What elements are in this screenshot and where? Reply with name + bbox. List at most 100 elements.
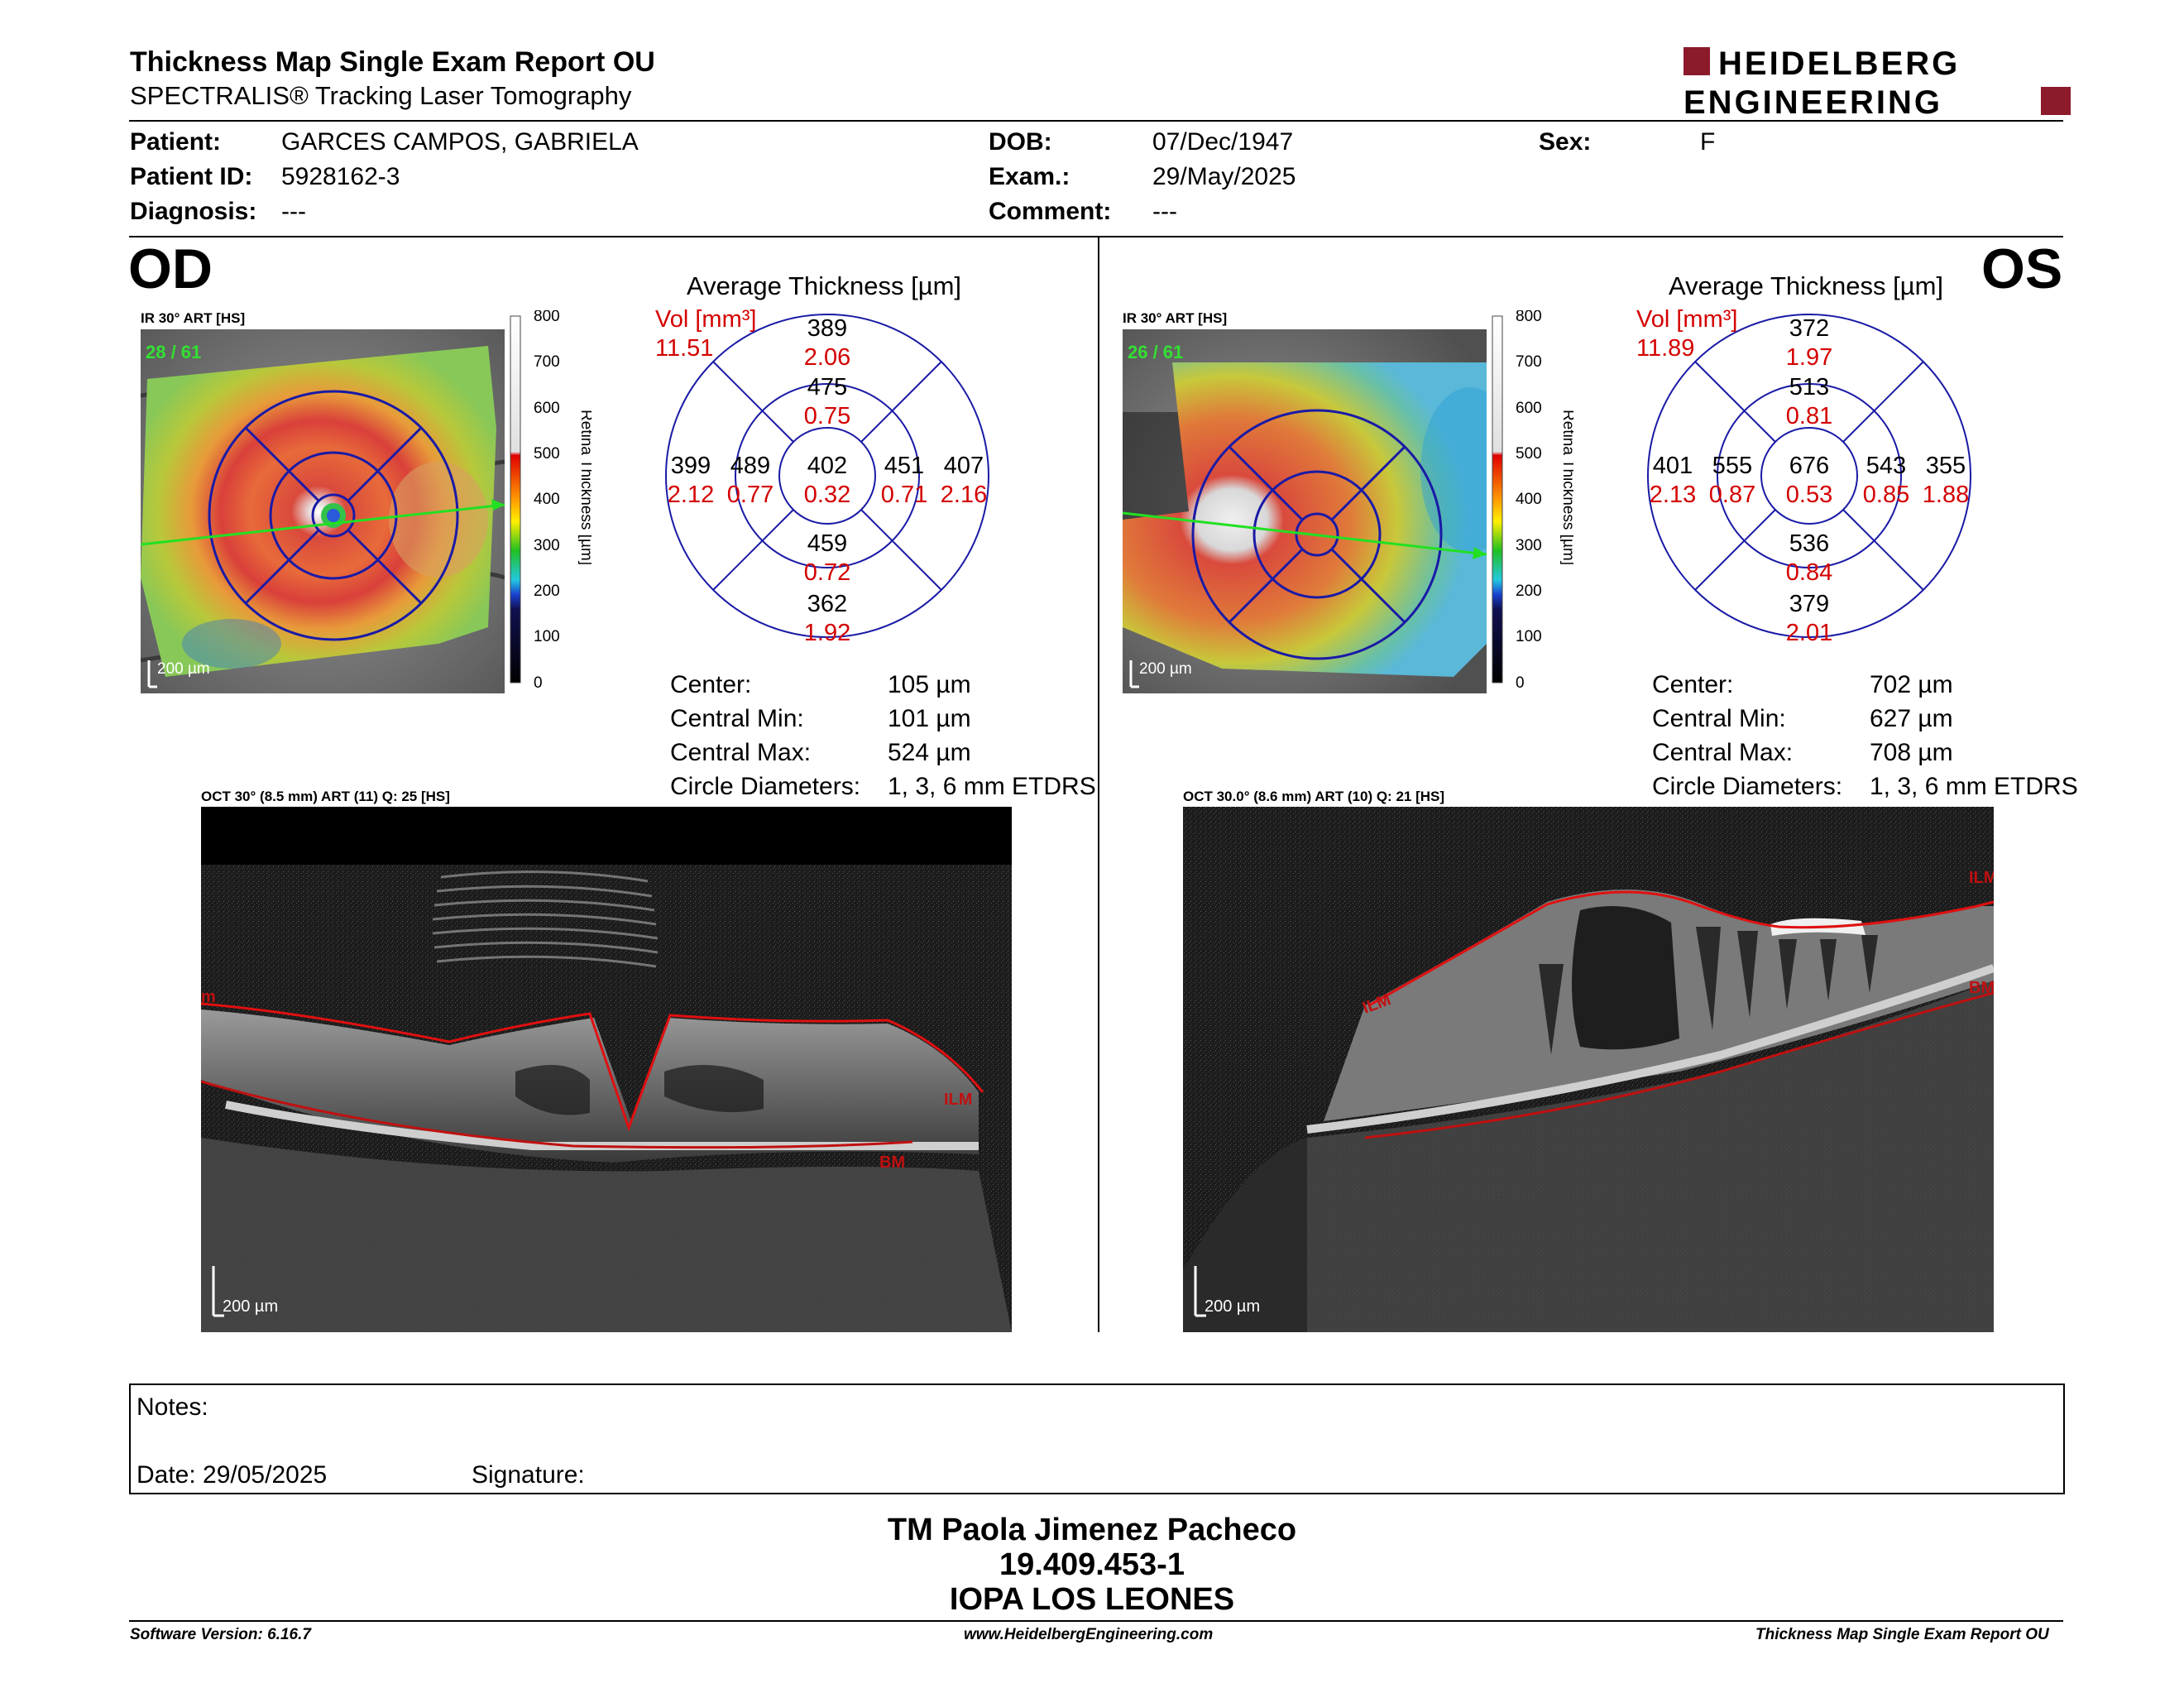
os-grid-volume: 1.97 <box>1786 344 1832 371</box>
svg-text:HEIDELBERG: HEIDELBERG <box>1718 46 1960 82</box>
od-grid-volume: 2.12 <box>668 482 714 508</box>
svg-text:0: 0 <box>534 674 543 692</box>
od-etdrs-grid: 389 2.06 475 0.75 399 2.12 489 0.77 402 … <box>665 314 989 645</box>
od-stat-label: Central Max: <box>670 739 812 766</box>
dob-label: DOB: <box>989 128 1052 156</box>
od-stat-value: 524 µm <box>888 739 971 766</box>
website-link[interactable]: www.HeidelbergEngineering.com <box>964 1626 1214 1643</box>
os-oct-bscan: ILM BM ILM 200 µm <box>1183 807 1994 1332</box>
os-grid-value: 555 <box>1712 453 1752 479</box>
os-etdrs-grid: 372 1.97 513 0.81 401 2.13 555 0.87 676 … <box>1647 314 1971 645</box>
os-grid-value: 372 <box>1789 315 1829 342</box>
os-grid-value: 401 <box>1653 453 1693 479</box>
comment-label: Comment: <box>989 198 1112 225</box>
os-grid-value: 513 <box>1789 374 1829 400</box>
od-grid-value: 451 <box>884 453 924 479</box>
od-stat-value: 105 µm <box>888 671 971 698</box>
os-thickness-map: 26 / 61 200 µm <box>1123 329 1487 693</box>
od-grid-value: 389 <box>807 315 847 342</box>
os-stat-value: 627 µm <box>1870 705 1953 732</box>
os-colorbar: 800 700 600 500 400 300 200 100 0 Retina… <box>1492 310 1573 692</box>
od-vol-label: Vol [mm³] <box>655 306 757 333</box>
od-bm-label: BM <box>879 1153 905 1172</box>
os-stat-label: Central Max: <box>1652 739 1794 766</box>
svg-text:500: 500 <box>534 445 560 463</box>
od-stat-label: Center: <box>670 671 752 698</box>
report-title: Thickness Map Single Exam Report OU <box>130 46 655 78</box>
report-name-footer: Thickness Map Single Exam Report OU <box>1755 1626 2049 1643</box>
od-ilm-label: ILM <box>944 1091 972 1109</box>
od-vol-value: 11.51 <box>655 335 714 362</box>
os-grid-volume: 2.01 <box>1786 620 1832 645</box>
sex-value: F <box>1700 128 1716 156</box>
svg-text:300: 300 <box>534 537 560 554</box>
notes-label: Notes: <box>136 1393 208 1421</box>
od-grid-volume: 0.77 <box>727 482 774 508</box>
sex-label: Sex: <box>1539 128 1592 156</box>
od-thickness-map: 28 / 61 200 µm <box>141 329 505 693</box>
notes-box[interactable]: Notes: Date: 29/05/2025 Signature: <box>129 1383 2065 1494</box>
patient-label: Patient: <box>130 128 222 156</box>
center-divider <box>1098 237 1099 1332</box>
svg-text:400: 400 <box>534 491 560 508</box>
os-oct-scale: 200 µm <box>1205 1297 1260 1316</box>
exam-value: 29/May/2025 <box>1152 163 1296 190</box>
od-ir-scale: 200 µm <box>157 660 210 678</box>
os-stat-label: Center: <box>1652 671 1734 698</box>
signer-institution: IOPA LOS LEONES <box>949 1582 1235 1617</box>
signer-id: 19.409.453-1 <box>999 1547 1185 1582</box>
od-grid-volume: 2.06 <box>804 344 850 371</box>
os-grid-volume: 0.87 <box>1709 482 1755 508</box>
divider <box>129 236 2063 237</box>
report-subtitle: SPECTRALIS® Tracking Laser Tomography <box>130 81 632 110</box>
heidelberg-logo: HEIDELBERG ENGINEERING <box>1684 46 2071 120</box>
signer-name: TM Paola Jimenez Pacheco <box>887 1513 1297 1547</box>
od-grid-value: 475 <box>807 374 847 400</box>
od-grid-value: 407 <box>944 453 984 479</box>
os-grid-volume: 0.81 <box>1786 403 1832 429</box>
od-stat-label: Circle Diameters: <box>670 773 861 800</box>
os-stat-label: Circle Diameters: <box>1652 773 1843 800</box>
os-ir-caption: IR 30° ART [HS] <box>1123 310 1228 326</box>
od-grid-value: 402 <box>807 453 847 479</box>
os-grid-value: 676 <box>1789 453 1829 479</box>
od-colorbar: 800 700 600 500 400 300 200 100 0 Retina… <box>510 310 592 692</box>
od-oct-scale: 200 µm <box>223 1297 278 1316</box>
od-grid-volume: 0.32 <box>804 482 850 508</box>
os-oct-caption: OCT 30.0° (8.6 mm) ART (10) Q: 21 [HS] <box>1183 789 1445 804</box>
od-stat-value: 101 µm <box>888 705 971 732</box>
od-eye-label: OD <box>128 237 213 300</box>
os-vol-label: Vol [mm³] <box>1636 306 1738 333</box>
svg-text:200: 200 <box>1516 583 1542 600</box>
od-oct-bscan: m ILM BM 200 µm <box>201 807 1012 1332</box>
od-grid-volume: 0.72 <box>804 559 850 586</box>
od-ir-count: 28 / 61 <box>146 342 201 362</box>
svg-text:100: 100 <box>1516 628 1542 645</box>
od-grid-volume: 1.92 <box>804 620 850 645</box>
od-ilm-left-label: m <box>201 988 216 1006</box>
svg-text:Retina Thickness [µm]: Retina Thickness [µm] <box>577 410 592 565</box>
divider <box>129 1620 2063 1622</box>
od-grid-value: 399 <box>671 453 711 479</box>
svg-text:300: 300 <box>1516 537 1542 554</box>
svg-text:100: 100 <box>534 628 560 645</box>
od-stat-value: 1, 3, 6 mm ETDRS <box>888 773 1096 800</box>
os-ir-count: 26 / 61 <box>1128 342 1183 362</box>
os-stat-value: 708 µm <box>1870 739 1953 766</box>
svg-text:800: 800 <box>534 310 560 325</box>
svg-text:500: 500 <box>1516 445 1542 463</box>
os-grid-value: 355 <box>1926 453 1966 479</box>
os-grid-volume: 0.84 <box>1786 559 1832 586</box>
dob-value: 07/Dec/1947 <box>1152 128 1294 156</box>
os-grid-value: 536 <box>1789 530 1829 557</box>
os-grid-value: 543 <box>1866 453 1906 479</box>
od-grid-volume: 0.75 <box>804 403 850 429</box>
svg-text:700: 700 <box>534 353 560 371</box>
svg-text:200: 200 <box>534 583 560 600</box>
od-ir-caption: IR 30° ART [HS] <box>141 310 246 326</box>
os-stat-label: Central Min: <box>1652 705 1786 732</box>
od-grid-volume: 2.16 <box>941 482 987 508</box>
os-ilm-label: ILM <box>1969 869 1994 887</box>
od-avg-title: Average Thickness [µm] <box>687 271 962 300</box>
svg-text:600: 600 <box>1516 400 1542 417</box>
